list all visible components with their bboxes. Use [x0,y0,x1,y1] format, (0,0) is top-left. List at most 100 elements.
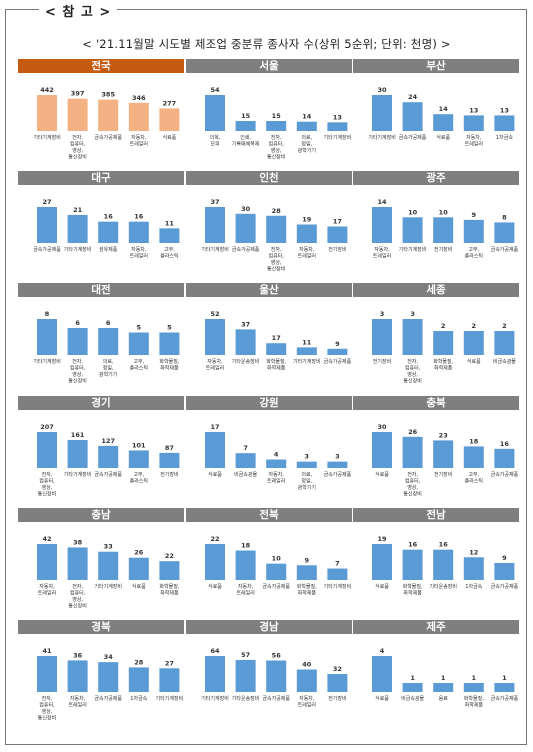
data-label: 1 [502,674,507,682]
category-label: 고무, [468,247,479,253]
category-label: 영상, [72,596,83,603]
chart-panel: 대전 8 기타기계장비 6 전자, 컴퓨터, 영상, 통신장비 6 의료, 정밀, 광학기기 5 고무, 플… [18,283,184,395]
category-label: 전자, [407,358,418,365]
bar [296,224,317,243]
category-label: 통신장비 [267,266,285,273]
chart-panel: 제주 4 식료품 1 비금속광물 1 음료 1 화학물질, 화학제품 1 금속가공제품 [353,620,519,732]
data-label: 32 [333,665,342,673]
data-label: 9 [502,554,507,562]
data-label: 2 [472,322,477,330]
category-label: 전자, [271,134,282,141]
category-label: 기타기계장비 [368,134,396,141]
bar [128,557,149,580]
chart-title: 부산 [353,59,519,73]
chart-panel: 경기 207 전자, 컴퓨터, 영상, 통신장비 161 기타기계장비 127 금속가공제품 101… [18,396,184,508]
category-label: 기타운송장비 [232,358,260,365]
bar [98,328,119,355]
data-label: 21 [73,206,83,214]
bar-chart: 30 식료품 26 전자,컴퓨터,영상,통신장비 23 전기장비 18 고무,플라스틱 16 금속… [372,423,519,498]
bar [98,551,119,580]
bar [296,565,317,580]
data-label: 18 [241,542,251,550]
data-label: 2 [441,322,446,330]
bar [494,331,515,355]
bar [98,662,119,692]
data-label: 19 [377,535,387,543]
data-label: 11 [165,219,175,227]
category-label: 트레일러 [206,365,224,372]
data-label: 54 [210,86,220,94]
bar [402,549,423,580]
data-label: 27 [42,198,51,206]
data-label: 17 [272,334,281,342]
chart-title: 경남 [186,620,352,634]
bar [372,656,392,692]
bar [296,669,317,692]
bar [494,683,515,692]
category-label: 전자, [42,471,53,478]
bar-chart: 54 의복,모피 15 인쇄,기록매체복제 15 전자,컴퓨터,영상,통신장비 14 의료,정… [205,86,351,161]
data-label: 3 [335,453,340,461]
chart-panel: 세종 3 전기장비 3 전자, 컴퓨터, 영상, 통신장비 2 화학물질, 화학제품 2 식료품 2 비금속… [353,283,519,395]
data-label: 36 [73,651,83,659]
category-label: 섬유제품 [99,246,118,253]
category-label: 광학기기 [298,147,316,154]
chart-title: 세종 [353,283,519,297]
data-label: 4 [380,647,385,655]
bar [235,453,256,468]
category-label: 전기장비 [328,246,346,253]
category-label: 식료품 [208,471,222,478]
category-label: 영상, [407,371,418,378]
category-label: 식료품 [132,583,146,590]
data-label: 3 [305,453,310,461]
category-label: 음료 [439,696,449,702]
data-label: 127 [101,437,115,445]
data-label: 8 [502,213,507,221]
data-label: 13 [469,106,478,114]
data-label: 52 [210,310,219,318]
data-label: 3 [410,310,415,318]
bar [37,432,57,468]
bar-chart: 442 기타기계장비 397 전자,컴퓨터,영상,통신장비 385 금속가공제품 346 자동… [33,86,180,161]
data-label: 5 [137,324,142,332]
category-label: 전자, [72,583,83,590]
category-label: 금속가공제품 [94,695,122,702]
category-label: 영상, [271,147,282,154]
category-label: 화학제품 [267,365,286,372]
bar [235,329,256,355]
bar [98,445,119,468]
data-label: 19 [302,216,312,224]
category-label: 기타운송장비 [232,695,260,702]
bar [98,221,119,243]
category-label: 금속가공제품 [399,134,427,141]
bar [327,226,348,243]
bar [159,108,180,131]
category-label: 트레일러 [465,141,483,148]
category-label: 자동차, [207,358,223,365]
data-label: 30 [377,86,387,94]
category-label: 비금속광물 [234,471,257,478]
figure-title: < '21.11월말 시도별 제조업 중분류 종사자 수(상위 5순위; 단위:… [82,37,451,51]
category-label: 1차금속 [465,583,482,590]
bar [159,228,180,243]
bar [463,115,484,131]
category-label: 자동차, [299,695,315,702]
category-label: 식료품 [375,695,389,702]
category-label: 고무, [133,359,144,365]
bar [159,332,180,355]
bar [159,452,180,468]
data-label: 4 [274,451,279,459]
bar [402,683,423,692]
bar-chart: 4 식료품 1 비금속광물 1 음료 1 화학물질,화학제품 1 금속가공제품 [372,647,519,709]
bar [67,215,88,243]
category-label: 통신장비 [38,715,56,722]
data-label: 17 [210,423,219,431]
chart-title: 대구 [18,171,184,185]
bar [494,448,515,468]
bar [128,450,149,468]
bar [37,207,57,243]
category-label: 화학물질, [297,583,317,590]
data-label: 34 [104,653,114,661]
chart-panel: 충남 42 자동차, 트레일러 38 전자, 컴퓨터, 영상, 통신장비 33 기타기계장비 26 식료… [18,508,184,620]
category-label: 기타기계장비 [324,583,352,590]
